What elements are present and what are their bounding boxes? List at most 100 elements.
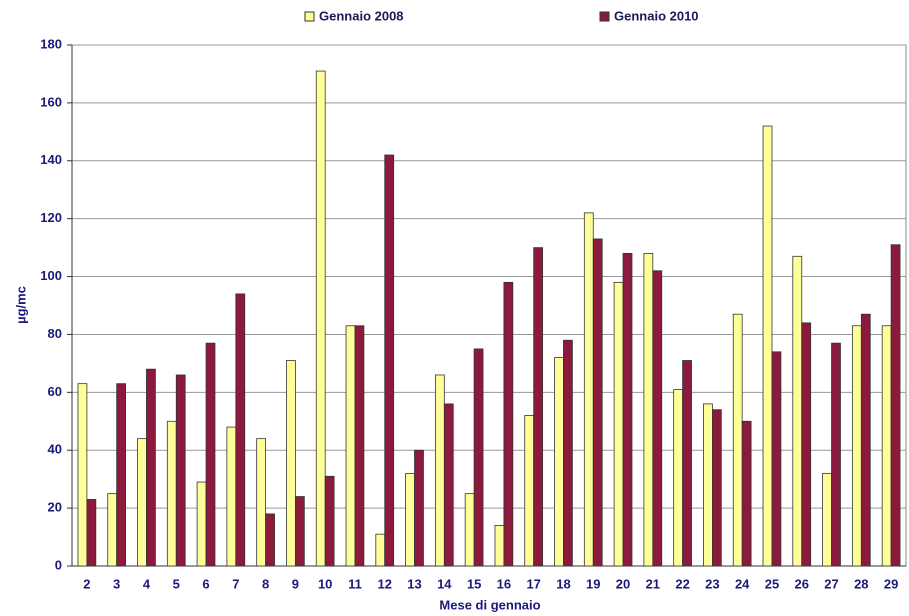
- bar: [226, 426, 237, 567]
- bar: [494, 525, 505, 567]
- y-axis-label: µg/mc: [13, 286, 28, 324]
- y-tick-label: 80: [48, 326, 62, 341]
- bar: [592, 238, 603, 567]
- y-tick-label: 140: [40, 152, 62, 167]
- x-tick-label: 24: [735, 576, 750, 591]
- bar: [890, 244, 901, 567]
- bar: [324, 475, 335, 567]
- x-tick-label: 26: [795, 576, 809, 591]
- x-tick-label: 18: [556, 576, 570, 591]
- y-tick-label: 120: [40, 210, 62, 225]
- x-tick-label: 6: [202, 576, 209, 591]
- bar: [286, 360, 296, 567]
- bar: [294, 496, 305, 567]
- bar: [524, 415, 535, 567]
- x-tick-label: 28: [854, 576, 868, 591]
- bar: [315, 70, 326, 567]
- bar: [205, 342, 216, 567]
- x-tick-label: 14: [437, 576, 452, 591]
- bar: [345, 325, 356, 567]
- x-tick-label: 21: [646, 576, 660, 591]
- x-tick-label: 9: [292, 576, 299, 591]
- x-tick-label: 5: [173, 576, 180, 591]
- bar: [881, 325, 892, 567]
- y-tick-label: 40: [48, 442, 62, 457]
- legend-label: Gennaio 2008: [319, 8, 404, 23]
- x-tick-label: 19: [586, 576, 600, 591]
- bar: [703, 403, 713, 567]
- bar: [443, 403, 454, 567]
- x-tick-label: 25: [765, 576, 779, 591]
- x-tick-label: 2: [83, 576, 90, 591]
- x-tick-label: 27: [824, 576, 838, 591]
- bar: [137, 438, 147, 567]
- bar: [146, 368, 156, 567]
- x-tick-label: 10: [318, 576, 332, 591]
- bar: [831, 342, 841, 567]
- bar: [196, 481, 207, 567]
- y-tick-label: 180: [40, 36, 62, 51]
- bar: [732, 313, 743, 567]
- bar: [673, 389, 684, 567]
- bar: [405, 472, 415, 567]
- bar: [354, 325, 365, 567]
- y-tick-label: 20: [48, 500, 62, 515]
- y-tick-label: 100: [40, 268, 62, 283]
- bar: [622, 252, 633, 567]
- bar: [116, 383, 127, 567]
- bar: [554, 357, 564, 567]
- bar: [166, 420, 177, 567]
- bar: [473, 348, 484, 567]
- bar: [434, 374, 445, 567]
- bar: [792, 255, 803, 567]
- legend-label: Gennaio 2010: [614, 8, 699, 23]
- bar: [741, 420, 752, 567]
- bar: [801, 322, 812, 567]
- legend-swatch: [304, 11, 315, 22]
- legend-swatch: [599, 11, 610, 22]
- y-tick-label: 60: [48, 384, 62, 399]
- x-axis-label: Mese di gennaio: [439, 597, 540, 612]
- x-tick-label: 8: [262, 576, 269, 591]
- bar: [563, 339, 573, 567]
- x-tick-label: 12: [378, 576, 392, 591]
- bar: [822, 472, 832, 567]
- bar: [711, 409, 722, 567]
- x-tick-label: 7: [232, 576, 239, 591]
- bar: [235, 293, 246, 567]
- bar: [851, 325, 862, 567]
- bar: [533, 247, 544, 567]
- bar: [613, 281, 624, 567]
- x-tick-label: 3: [113, 576, 120, 591]
- bar: [375, 533, 386, 567]
- x-tick-label: 23: [705, 576, 719, 591]
- x-tick-label: 11: [348, 576, 362, 591]
- x-tick-label: 13: [407, 576, 421, 591]
- bar: [652, 270, 663, 567]
- bar: [265, 513, 275, 567]
- bar: [107, 493, 118, 567]
- bar: [643, 252, 654, 567]
- bar: [414, 449, 424, 567]
- bar: [175, 374, 186, 567]
- bar: [77, 383, 88, 567]
- x-tick-label: 4: [143, 576, 151, 591]
- bar: [860, 313, 871, 567]
- y-tick-label: 160: [40, 94, 62, 109]
- bar: [384, 154, 395, 567]
- x-tick-label: 29: [884, 576, 898, 591]
- bar: [464, 493, 475, 567]
- bar: [86, 499, 97, 567]
- x-tick-label: 20: [616, 576, 630, 591]
- bar: [583, 212, 594, 567]
- x-tick-label: 16: [497, 576, 511, 591]
- x-tick-label: 15: [467, 576, 481, 591]
- bar: [503, 281, 514, 567]
- y-tick-label: 0: [55, 557, 62, 572]
- x-tick-label: 17: [526, 576, 540, 591]
- bar: [256, 438, 267, 567]
- x-tick-label: 22: [675, 576, 689, 591]
- bar: [762, 125, 773, 567]
- bar: [682, 360, 692, 567]
